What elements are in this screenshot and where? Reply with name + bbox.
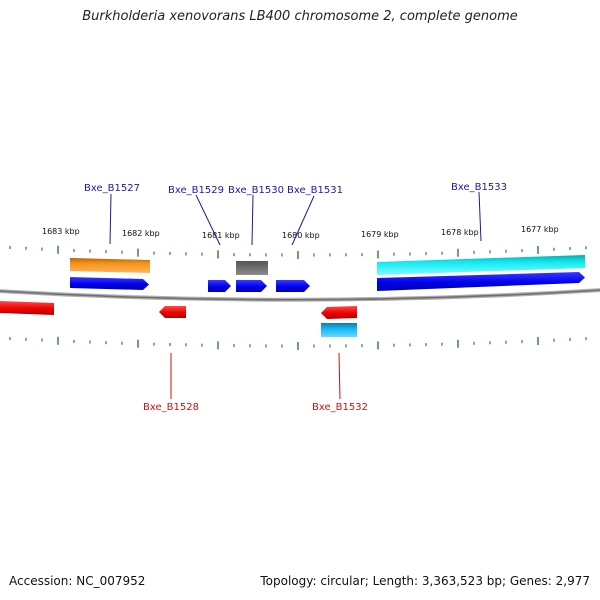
scale-label-1682: 1682 kbp <box>122 229 160 238</box>
gene-label-bxe-b1531[interactable]: Bxe_B1531 <box>287 185 343 196</box>
gene-arrow-bxe-b1530[interactable] <box>236 280 267 292</box>
feature-gray <box>236 261 268 275</box>
chromosome-backbone-core <box>0 289 600 301</box>
gene-label-bxe-b1528[interactable]: Bxe_B1528 <box>143 402 199 413</box>
gene-labels-bottom: Bxe_B1528 Bxe_B1532 <box>143 402 368 413</box>
gene-arrow-bxe-b1527[interactable] <box>70 277 149 290</box>
accession-text: Accession: NC_007952 <box>9 574 146 588</box>
scale-label-1678: 1678 kbp <box>441 228 479 237</box>
leader-line-bxe-b1532 <box>338 352 341 400</box>
leader-line-bxe-b1527 <box>109 193 112 245</box>
feature-blocks <box>70 255 585 275</box>
gene-arrow-bxe-b1533[interactable] <box>377 272 585 291</box>
leader-line-bxe-b1529 <box>195 194 221 246</box>
leader-line-bxe-b1533 <box>478 191 482 242</box>
gene-label-bxe-b1527[interactable]: Bxe_B1527 <box>84 183 140 194</box>
scale-labels: 1683 kbp 1682 kbp 1681 kbp 1680 kbp 1679… <box>42 225 559 240</box>
feature-blue-light <box>321 323 357 337</box>
gene-labels-top: Bxe_B1527 Bxe_B1529 Bxe_B1530 Bxe_B1531 … <box>84 182 507 196</box>
scale-ticks-top <box>9 245 587 259</box>
gene-arrow-bxe-b1532[interactable] <box>321 306 357 319</box>
feature-cyan <box>377 255 585 275</box>
gene-arrow-bxe-b1528[interactable] <box>159 306 186 318</box>
leader-line-bxe-b1530 <box>251 194 254 246</box>
gene-label-bxe-b1532[interactable]: Bxe_B1532 <box>312 402 368 413</box>
scale-label-1679: 1679 kbp <box>361 230 399 239</box>
gene-arrow-bxe-b1529[interactable] <box>208 280 231 292</box>
feature-orange <box>70 258 150 273</box>
gene-label-bxe-b1530[interactable]: Bxe_B1530 <box>228 185 284 196</box>
scale-label-1681: 1681 kbp <box>202 231 240 240</box>
forward-genes <box>70 272 585 292</box>
gene-label-bxe-b1529[interactable]: Bxe_B1529 <box>168 185 224 196</box>
leader-line-bxe-b1531 <box>291 195 315 246</box>
scale-label-1677: 1677 kbp <box>521 225 559 234</box>
genome-stats-text: Topology: circular; Length: 3,363,523 bp… <box>260 574 590 588</box>
scale-ticks-bottom <box>9 336 587 350</box>
gene-arrow-left-partial[interactable] <box>0 301 54 315</box>
reverse-genes <box>0 301 357 337</box>
scale-label-1680: 1680 kbp <box>282 231 320 240</box>
gene-label-bxe-b1533[interactable]: Bxe_B1533 <box>451 182 507 193</box>
map-title: Burkholderia xenovorans LB400 chromosome… <box>82 9 518 24</box>
leader-lines <box>109 191 482 400</box>
gene-arrow-bxe-b1531[interactable] <box>276 280 310 292</box>
scale-label-1683: 1683 kbp <box>42 227 80 236</box>
